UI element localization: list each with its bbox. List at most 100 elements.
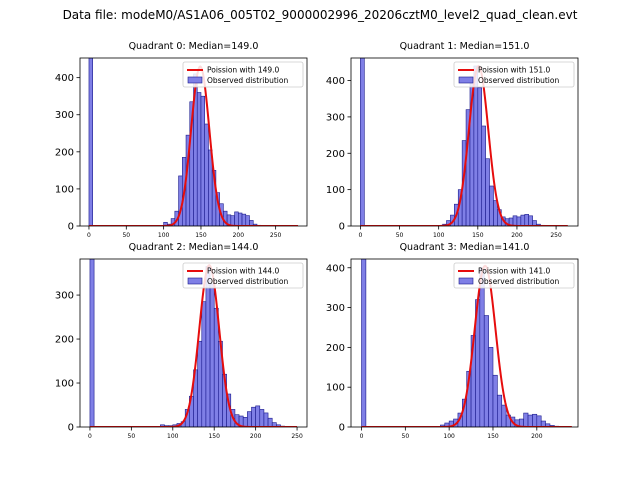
- y-tick-label: 0: [68, 222, 74, 233]
- histogram-bar: [483, 315, 489, 427]
- x-tick-label: 0: [358, 232, 362, 239]
- poisson-curve: [88, 65, 299, 226]
- y-tick-label: 0: [339, 423, 345, 434]
- histogram-bars: [89, 259, 285, 427]
- y-tick-label: 400: [55, 73, 74, 84]
- histogram-bar: [234, 211, 239, 226]
- histogram-bar: [201, 301, 207, 427]
- x-tick-label: 150: [472, 232, 484, 239]
- histogram-bar: [88, 58, 93, 226]
- histogram-bar: [263, 412, 269, 427]
- y-tick-label: 300: [326, 303, 345, 314]
- quadrant-0-panel: Quadrant 0: Median=149.0 0 50 100 150 200 250 0…: [55, 41, 308, 239]
- histogram-bar: [481, 125, 486, 226]
- panel-title: Quadrant 1: Median=151.0: [400, 41, 530, 52]
- histogram-bar: [492, 374, 498, 427]
- legend-label-poisson: Poission with 141.0: [478, 267, 551, 276]
- x-tick-label: 200: [511, 232, 523, 239]
- histogram-bar: [241, 213, 247, 226]
- histogram-bar: [479, 267, 485, 427]
- y-tick-label: 100: [326, 383, 345, 394]
- histogram-bar: [489, 185, 494, 226]
- histogram-bar: [238, 212, 243, 226]
- histogram-bar: [520, 214, 526, 226]
- y-tick-label: 100: [55, 379, 74, 390]
- histogram-bar: [89, 259, 95, 427]
- legend-label-poisson: Poission with 151.0: [478, 66, 551, 75]
- x-tick-label: 50: [402, 433, 410, 440]
- quadrant-1-panel: Quadrant 1: Median=151.0 0 50 100 150 200 250 0…: [326, 41, 579, 239]
- x-tick-label: 0: [88, 433, 92, 440]
- histogram-bar: [485, 158, 490, 226]
- histogram-bar: [524, 214, 529, 226]
- histogram-bar: [493, 200, 498, 226]
- y-tick-label: 400: [326, 263, 345, 274]
- y-tick-label: 200: [55, 147, 74, 158]
- legend-label-observed: Observed distribution: [478, 76, 559, 85]
- legend-box: [182, 61, 304, 88]
- histogram-bar: [361, 259, 367, 427]
- x-tick-label: 0: [360, 433, 364, 440]
- histogram-bar: [213, 307, 219, 427]
- histogram-bar: [512, 215, 518, 226]
- legend-bar-swatch: [187, 277, 203, 285]
- histogram-bar: [200, 95, 206, 226]
- y-tick-label: 200: [55, 335, 74, 346]
- histogram-bar: [360, 58, 365, 226]
- x-tick-label: 150: [208, 433, 220, 440]
- x-tick-label: 0: [87, 232, 91, 239]
- legend-label-poisson: Poission with 149.0: [207, 66, 280, 75]
- histogram-bar: [536, 415, 542, 427]
- histogram-bar: [523, 412, 529, 427]
- histogram-bar: [251, 406, 256, 427]
- x-tick-label: 100: [433, 232, 445, 239]
- x-tick-label: 200: [233, 232, 245, 239]
- panel-title: Quadrant 0: Median=149.0: [129, 41, 259, 52]
- y-tick-label: 200: [326, 149, 345, 160]
- x-tick-label: 250: [291, 433, 303, 440]
- histogram-bar: [247, 411, 252, 427]
- y-tick-label: 100: [55, 184, 74, 195]
- y-tick-label: 100: [326, 185, 345, 196]
- y-tick-label: 0: [68, 423, 74, 434]
- poisson-curve: [360, 64, 568, 226]
- histogram-bar: [516, 216, 522, 226]
- histogram-bar: [255, 405, 261, 427]
- histogram-bar: [197, 340, 203, 427]
- histogram-bar: [242, 417, 248, 427]
- x-tick-label: 100: [167, 433, 179, 440]
- legend-bar-swatch: [187, 76, 203, 84]
- y-tick-label: 300: [326, 112, 345, 123]
- histogram-bar: [245, 215, 250, 226]
- poisson-curve: [89, 263, 298, 427]
- axes-frame: [79, 258, 308, 428]
- histogram-bar: [497, 394, 503, 427]
- histogram-bar: [527, 414, 533, 427]
- histogram-bar: [205, 266, 211, 427]
- x-tick-label: 100: [158, 232, 170, 239]
- axes-frame: [350, 258, 579, 428]
- histogram-bar: [501, 404, 507, 427]
- x-tick-label: 250: [550, 232, 562, 239]
- histogram-bar: [267, 417, 273, 427]
- legend-bar-swatch: [458, 76, 474, 84]
- histogram-bar: [249, 220, 254, 226]
- legend-label-observed: Observed distribution: [207, 277, 288, 286]
- x-tick-label: 250: [270, 232, 282, 239]
- legend-box: [453, 61, 575, 88]
- figure-title: Data file: modeM0/AS1A06_005T02_90000029…: [62, 8, 578, 22]
- y-tick-label: 300: [55, 291, 74, 302]
- histogram-bar: [196, 92, 202, 226]
- legend-label-poisson: Poission with 144.0: [207, 267, 280, 276]
- legend-box: [182, 262, 304, 289]
- legend-label-observed: Observed distribution: [478, 277, 559, 286]
- histogram-bar: [488, 347, 494, 427]
- x-tick-label: 50: [128, 433, 136, 440]
- panel-title: Quadrant 2: Median=144.0: [129, 242, 259, 253]
- x-tick-label: 100: [443, 433, 455, 440]
